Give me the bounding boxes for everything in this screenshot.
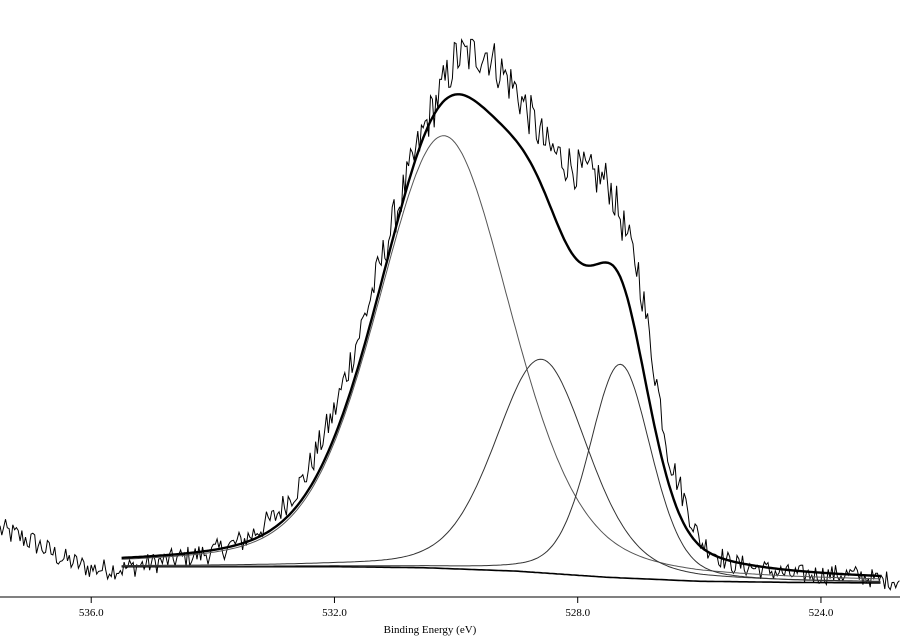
x-ticks: 536.0 532.0 528.0 524.0	[79, 597, 834, 619]
background-line	[121, 565, 881, 584]
x-tick-label: 532.0	[322, 607, 347, 619]
raw-spectrum-line	[0, 37, 900, 591]
x-axis: 536.0 532.0 528.0 524.0 Binding Energy (eV)	[0, 596, 900, 636]
envelope-fit-line	[121, 93, 881, 578]
plot-area	[0, 37, 900, 591]
x-axis-title: Binding Energy (eV)	[384, 624, 477, 636]
component-peaks	[121, 135, 881, 583]
x-tick-label: 524.0	[809, 607, 834, 619]
component-peak-1	[121, 135, 881, 580]
x-tick-label: 536.0	[79, 607, 104, 619]
x-tick-label: 528.0	[565, 607, 590, 619]
component-peak-3	[121, 363, 881, 583]
